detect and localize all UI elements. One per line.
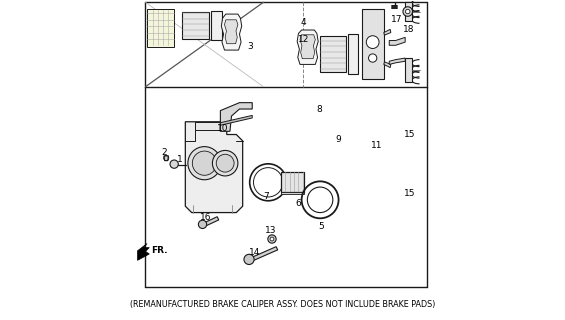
Polygon shape (250, 247, 278, 261)
Circle shape (268, 235, 276, 243)
Circle shape (198, 220, 207, 228)
Text: 12: 12 (298, 35, 309, 44)
Polygon shape (147, 9, 174, 47)
Polygon shape (405, 2, 412, 21)
Circle shape (192, 151, 216, 175)
Polygon shape (281, 172, 304, 193)
Polygon shape (211, 11, 222, 40)
Text: 8: 8 (316, 105, 322, 114)
Polygon shape (297, 30, 318, 64)
Text: 17: 17 (391, 15, 402, 24)
Text: FR.: FR. (151, 246, 168, 255)
Text: (REMANUFACTURED BRAKE CALIPER ASSY. DOES NOT INCLUDE BRAKE PADS): (REMANUFACTURED BRAKE CALIPER ASSY. DOES… (130, 300, 435, 309)
Polygon shape (405, 58, 412, 82)
Circle shape (406, 9, 410, 14)
Text: 10: 10 (217, 124, 229, 132)
Polygon shape (281, 193, 304, 194)
Circle shape (188, 147, 221, 180)
Polygon shape (221, 14, 242, 50)
Polygon shape (389, 58, 405, 64)
Polygon shape (182, 12, 209, 39)
Circle shape (170, 160, 179, 168)
Polygon shape (320, 36, 346, 72)
Text: 4: 4 (301, 19, 306, 28)
Text: 13: 13 (264, 226, 276, 235)
Polygon shape (224, 20, 238, 44)
Text: 5: 5 (318, 222, 324, 231)
Text: 15: 15 (404, 130, 416, 139)
Text: 2: 2 (162, 148, 167, 156)
Text: 16: 16 (200, 213, 212, 222)
Circle shape (368, 54, 377, 62)
Polygon shape (384, 29, 391, 35)
Text: 9: 9 (336, 135, 341, 144)
Polygon shape (195, 122, 227, 130)
Polygon shape (300, 35, 315, 59)
Circle shape (216, 154, 234, 172)
Circle shape (244, 254, 254, 265)
Polygon shape (384, 62, 391, 68)
Text: 6: 6 (295, 199, 301, 208)
Polygon shape (203, 217, 219, 226)
Polygon shape (137, 244, 149, 260)
Polygon shape (362, 9, 384, 79)
Circle shape (366, 36, 379, 49)
Circle shape (403, 7, 412, 16)
Text: 3: 3 (248, 42, 254, 52)
Text: 18: 18 (403, 25, 415, 34)
Circle shape (270, 237, 274, 241)
Text: 14: 14 (249, 248, 260, 257)
Polygon shape (220, 103, 252, 131)
Text: 7: 7 (263, 192, 269, 201)
Text: 11: 11 (371, 141, 383, 150)
Polygon shape (389, 37, 405, 45)
Polygon shape (185, 122, 243, 212)
Polygon shape (348, 34, 358, 74)
Text: 1: 1 (177, 155, 183, 164)
Text: 15: 15 (404, 189, 416, 198)
Circle shape (212, 150, 238, 176)
Polygon shape (164, 156, 168, 161)
Polygon shape (220, 116, 252, 125)
